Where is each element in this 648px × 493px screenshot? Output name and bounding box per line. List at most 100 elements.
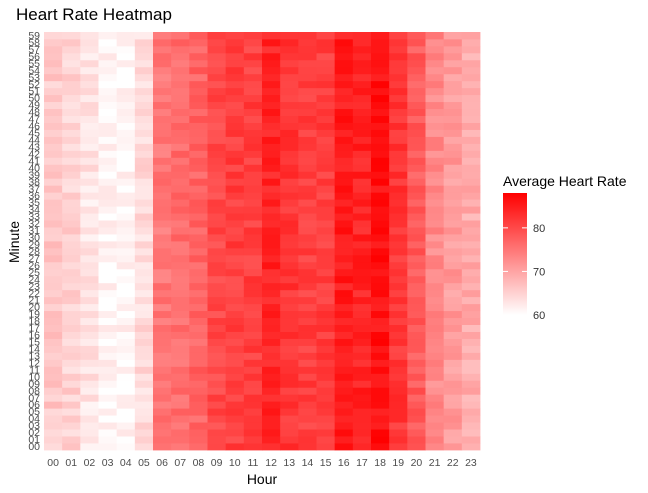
heatmap-cell-20-59 — [407, 32, 426, 40]
heatmap-cell-10-03 — [225, 422, 245, 430]
heatmap-cell-11-44 — [243, 136, 263, 144]
heatmap-cell-20-43 — [407, 143, 426, 151]
y-tick-label: 50 — [28, 93, 40, 105]
heatmap-cell-18-28 — [371, 247, 390, 256]
heatmap-cell-10-35 — [225, 199, 245, 207]
heatmap-cell-09-58 — [207, 38, 227, 47]
heatmap-cell-18-07 — [371, 394, 390, 402]
heatmap-cell-13-45 — [280, 129, 299, 137]
heatmap-cell-17-45 — [352, 129, 372, 137]
heatmap-cell-18-10 — [371, 373, 390, 381]
heatmap-cell-06-32 — [153, 220, 172, 228]
heatmap-cell-23-57 — [461, 45, 481, 54]
heatmap-cell-19-15 — [389, 338, 408, 346]
heatmap-cell-15-24 — [316, 275, 336, 284]
heatmap-cell-20-05 — [407, 408, 426, 416]
heatmap-cell-03-49 — [98, 101, 118, 110]
heatmap-cell-16-31 — [334, 227, 354, 235]
heatmap-cell-12-53 — [262, 73, 281, 82]
heatmap-cell-06-54 — [153, 66, 172, 75]
heatmap-cell-05-36 — [134, 192, 154, 200]
heatmap-cell-23-33 — [461, 213, 481, 221]
heatmap-cell-15-44 — [316, 136, 336, 144]
heatmap-cell-02-06 — [80, 401, 99, 409]
heatmap-cell-21-24 — [425, 275, 445, 284]
heatmap-cell-16-22 — [334, 289, 354, 298]
heatmap-cell-09-18 — [207, 317, 227, 325]
heatmap-cell-00-30 — [44, 234, 63, 242]
heatmap-cell-00-03 — [44, 422, 63, 430]
heatmap-cell-22-54 — [443, 66, 463, 75]
heatmap-cell-04-00 — [116, 443, 136, 451]
heatmap-cell-14-04 — [298, 415, 317, 423]
y-tick-label: 16 — [28, 330, 40, 342]
y-tick-label: 37 — [28, 183, 40, 195]
heatmap-cell-05-13 — [134, 352, 154, 360]
heatmap-cell-01-21 — [62, 296, 81, 305]
heatmap-cell-12-11 — [262, 366, 281, 374]
x-tick-label: 20 — [411, 457, 423, 469]
heatmap-cell-15-15 — [316, 338, 336, 346]
heatmap-cell-16-37 — [334, 185, 354, 193]
heatmap-cell-21-52 — [425, 80, 445, 89]
heatmap-cell-20-04 — [407, 415, 426, 423]
heatmap-cell-11-15 — [243, 338, 263, 346]
x-tick-label: 10 — [229, 457, 241, 469]
heatmap-cell-03-33 — [98, 213, 118, 221]
heatmap-cell-19-48 — [389, 108, 408, 116]
heatmap-cell-11-42 — [243, 150, 263, 158]
heatmap-cell-14-00 — [298, 443, 317, 451]
heatmap-cell-20-09 — [407, 380, 426, 388]
heatmap-cell-12-43 — [262, 143, 281, 151]
heatmap-cell-19-29 — [389, 241, 408, 249]
y-tick-label: 13 — [28, 350, 40, 362]
heatmap-cell-03-34 — [98, 206, 118, 214]
heatmap-cell-23-13 — [461, 352, 481, 360]
heatmap-cell-01-44 — [62, 136, 81, 144]
heatmap-cell-08-47 — [189, 115, 208, 123]
heatmap-cell-02-12 — [80, 359, 99, 367]
heatmap-cell-05-41 — [134, 157, 154, 165]
heatmap-cell-00-47 — [44, 115, 63, 123]
heatmap-cell-15-18 — [316, 317, 336, 325]
heatmap-cell-13-02 — [280, 429, 299, 437]
heatmap-cell-14-38 — [298, 178, 317, 186]
heatmap-cell-07-41 — [171, 157, 190, 165]
heatmap-cell-14-17 — [298, 324, 317, 332]
heatmap-cell-11-53 — [243, 73, 263, 82]
heatmap-cell-09-34 — [207, 206, 227, 214]
heatmap-cell-16-57 — [334, 45, 354, 54]
heatmap-cell-23-06 — [461, 401, 481, 409]
heatmap-cell-18-18 — [371, 317, 390, 325]
x-axis-ticks: 00 01 02 03 04 05 06 07 08 09 10 11 12 13 14 15 16 17 18 19… — [47, 457, 477, 469]
heatmap-cell-05-45 — [134, 129, 154, 137]
heatmap-cell-21-00 — [425, 443, 445, 451]
heatmap-cell-09-09 — [207, 380, 227, 388]
heatmap-cell-23-05 — [461, 408, 481, 416]
heatmap-cell-23-04 — [461, 415, 481, 423]
heatmap-cell-17-41 — [352, 157, 372, 165]
heatmap-cell-01-35 — [62, 199, 81, 207]
heatmap-cell-16-00 — [334, 443, 354, 451]
heatmap-cell-16-51 — [334, 87, 354, 96]
heatmap-cell-21-03 — [425, 422, 445, 430]
heatmap-cell-19-19 — [389, 310, 408, 319]
heatmap-cell-23-48 — [461, 108, 481, 116]
heatmap-cell-05-19 — [134, 310, 154, 319]
heatmap-cell-05-22 — [134, 289, 154, 298]
heatmap-cell-17-38 — [352, 178, 372, 186]
heatmap-cell-04-53 — [116, 73, 136, 82]
heatmap-cell-23-54 — [461, 66, 481, 75]
heatmap-cell-08-19 — [189, 310, 208, 319]
heatmap-cell-23-39 — [461, 171, 481, 179]
heatmap-cell-19-07 — [389, 394, 408, 402]
heatmap-cell-23-59 — [461, 32, 481, 40]
heatmap-cell-05-49 — [134, 101, 154, 110]
heatmap-cell-02-47 — [80, 115, 99, 123]
heatmap-cell-08-36 — [189, 192, 208, 200]
heatmap-cell-09-42 — [207, 150, 227, 158]
heatmap-cell-15-35 — [316, 199, 336, 207]
heatmap-cell-20-54 — [407, 66, 426, 75]
heatmap-cell-21-31 — [425, 227, 445, 235]
heatmap-cell-19-09 — [389, 380, 408, 388]
